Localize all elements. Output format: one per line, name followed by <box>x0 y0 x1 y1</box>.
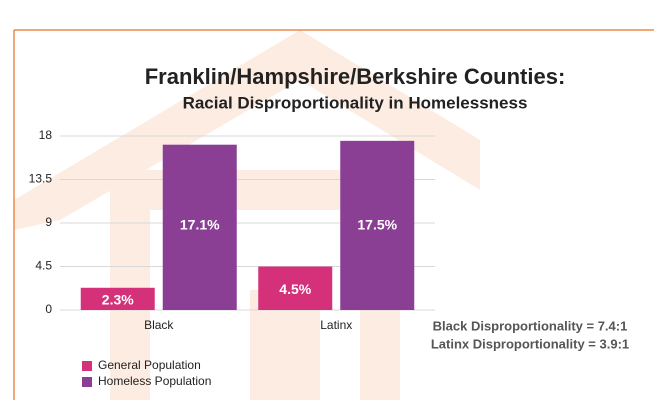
y-tick-label: 13.5 <box>29 172 53 186</box>
chart-title: Franklin/Hampshire/Berkshire Counties: <box>145 64 566 89</box>
y-tick-label: 0 <box>45 302 52 316</box>
value-label: 2.3% <box>102 292 134 308</box>
value-label: 4.5% <box>279 281 311 297</box>
annotation: Black Disproportionality = 7.4:1 <box>433 318 628 333</box>
x-tick-label: Black <box>144 318 174 332</box>
chart: Franklin/Hampshire/Berkshire Counties: R… <box>0 0 654 400</box>
legend-swatch <box>82 377 92 387</box>
x-tick-label: Latinx <box>320 318 352 332</box>
y-tick-label: 18 <box>39 128 53 142</box>
legend-swatch <box>82 361 92 371</box>
annotation: Latinx Disproportionality = 3.9:1 <box>431 336 629 351</box>
value-label: 17.5% <box>357 217 397 233</box>
legend-label: General Population <box>98 358 201 372</box>
value-label: 17.1% <box>180 217 220 233</box>
y-tick-label: 4.5 <box>35 259 52 273</box>
y-tick-label: 9 <box>45 215 52 229</box>
chart-subtitle: Racial Disproportionality in Homelessnes… <box>183 93 528 112</box>
legend-label: Homeless Population <box>98 374 211 388</box>
